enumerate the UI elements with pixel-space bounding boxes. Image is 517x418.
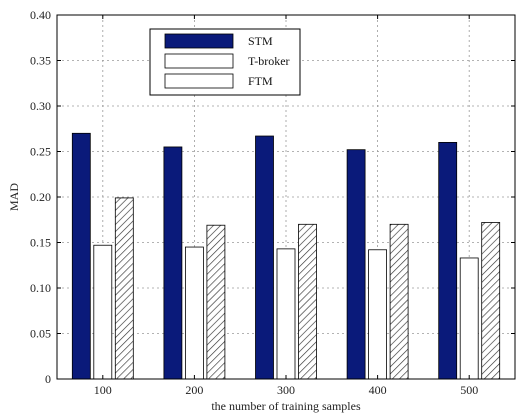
y-tick-label: 0.25 — [30, 145, 51, 159]
bar-stm-200 — [163, 146, 183, 380]
bar-ftm-200 — [206, 224, 226, 380]
y-tick-label: 0.05 — [30, 327, 51, 341]
bar-ftm-500 — [481, 222, 501, 380]
y-tick-label: 0 — [45, 372, 51, 386]
bar-t-broker-300 — [276, 248, 296, 380]
legend-label: T-broker — [248, 54, 290, 68]
legend-swatch — [164, 33, 234, 49]
x-tick-label: 500 — [460, 383, 478, 397]
y-tick-label: 0.15 — [30, 236, 51, 250]
x-axis-label: the number of training samples — [211, 399, 361, 413]
y-tick-label: 0.20 — [30, 190, 51, 204]
x-tick-label: 100 — [94, 383, 112, 397]
axis-ticks: 0 0.05 0.10 0.15 0.20 0.25 0.30 0.35 0.40 100 200 3… — [30, 8, 515, 397]
legend-label: STM — [248, 34, 273, 48]
bar-t-broker-200 — [184, 246, 204, 380]
legend-swatch — [164, 73, 234, 89]
x-tick-label: 400 — [369, 383, 387, 397]
bar-stm-400 — [346, 149, 366, 380]
y-tick-label: 0.40 — [30, 8, 51, 22]
bar-stm-100 — [71, 132, 91, 380]
bar-t-broker-100 — [93, 244, 113, 380]
bar-ftm-400 — [389, 223, 409, 380]
bar-ftm-100 — [114, 197, 134, 380]
bar-t-broker-400 — [368, 249, 388, 380]
bar-stm-500 — [438, 141, 458, 380]
bar-ftm-300 — [298, 223, 317, 380]
legend-swatch — [164, 53, 234, 69]
y-tick-label: 0.30 — [30, 99, 51, 113]
bar-t-broker-500 — [459, 257, 479, 380]
y-tick-label: 0.35 — [30, 54, 51, 68]
x-tick-label: 300 — [277, 383, 295, 397]
legend: STM T-broker FTM — [149, 28, 301, 96]
y-tick-label: 0.10 — [30, 281, 51, 295]
x-tick-label: 200 — [185, 383, 203, 397]
bar-stm-300 — [255, 135, 274, 380]
y-axis-label: MAD — [7, 183, 21, 211]
legend-label: FTM — [248, 74, 273, 88]
